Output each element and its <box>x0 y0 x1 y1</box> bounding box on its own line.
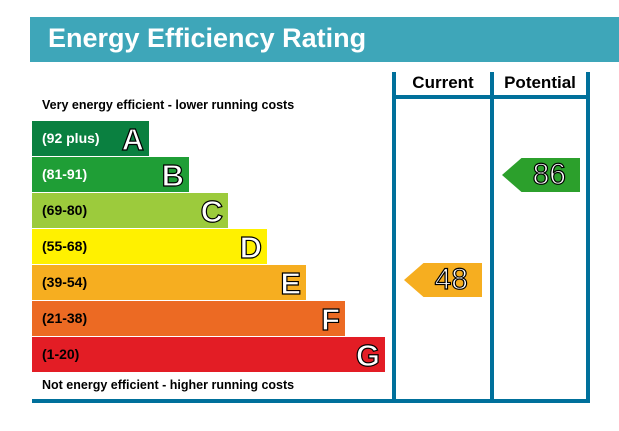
current-rating-value: 48 <box>434 263 469 297</box>
band-letter: E <box>280 265 302 301</box>
band-letter: C <box>200 193 224 229</box>
band-letter: A <box>121 121 145 157</box>
band-letter: B <box>161 157 185 193</box>
title-bar: Energy Efficiency Rating <box>30 17 619 62</box>
column-divider <box>586 72 590 403</box>
column-divider <box>392 72 396 403</box>
band-letter: D <box>239 229 263 265</box>
potential-column-header: Potential <box>504 73 576 92</box>
header-divider <box>392 95 590 99</box>
band-range: (69-80) <box>42 202 88 218</box>
potential-rating-arrow: 86 <box>502 158 580 192</box>
band-c: (69-80) C <box>32 193 228 230</box>
band-letter: G <box>355 337 380 373</box>
band-range: (39-54) <box>42 274 88 290</box>
chart-title: Energy Efficiency Rating <box>48 23 367 53</box>
band-range: (21-38) <box>42 310 88 326</box>
band-d: (55-68) D <box>32 229 267 266</box>
band-e: (39-54) E <box>32 265 306 302</box>
band-b: (81-91) B <box>32 157 189 194</box>
band-range: (1-20) <box>42 346 80 362</box>
band-range: (55-68) <box>42 238 88 254</box>
top-note: Very energy efficient - lower running co… <box>42 98 295 112</box>
band-range: (92 plus) <box>42 130 100 146</box>
column-divider <box>490 72 494 403</box>
bottom-border <box>32 399 590 403</box>
band-f: (21-38) F <box>32 301 345 338</box>
potential-rating-value: 86 <box>532 158 567 192</box>
band-a: (92 plus) A <box>32 121 149 158</box>
band-g: (1-20) G <box>32 337 385 374</box>
bottom-note: Not energy efficient - higher running co… <box>42 378 295 392</box>
band-range: (81-91) <box>42 166 88 182</box>
current-rating-arrow: 48 <box>404 263 482 297</box>
current-column-header: Current <box>412 73 474 92</box>
band-letter: F <box>320 301 340 337</box>
